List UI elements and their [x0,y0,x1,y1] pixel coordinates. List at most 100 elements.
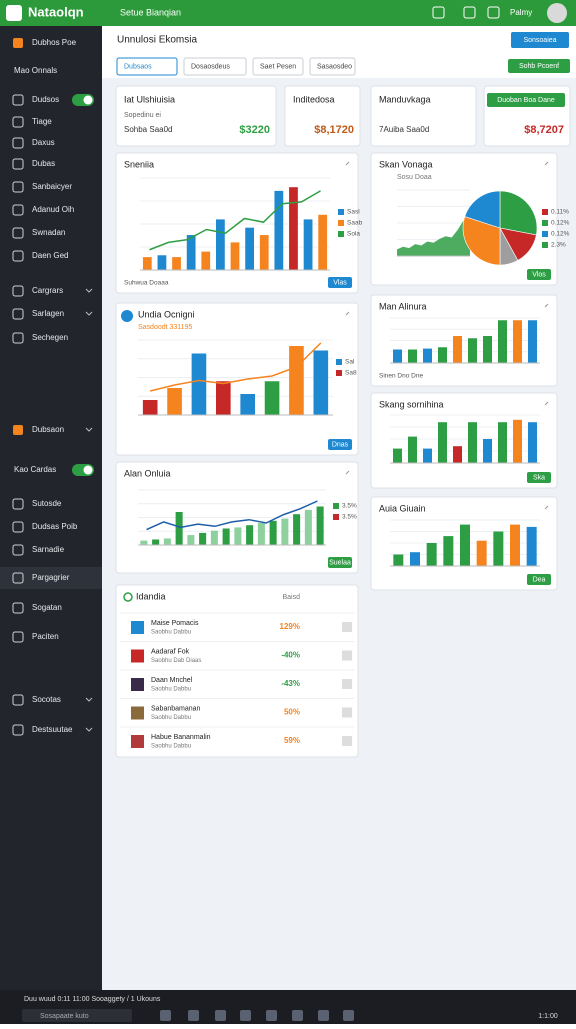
kpi-label: Sopedinu ei [124,112,161,119]
button-label: Ska [533,474,545,481]
top-icon[interactable] [463,6,476,19]
row-action[interactable] [342,622,352,632]
button[interactable] [328,439,352,450]
nav-icon [12,227,24,239]
kpi-sub: 7Auiba Saa0d [379,125,429,134]
bar [216,381,231,415]
nav-icon [12,250,24,262]
legend-swatch [338,209,344,215]
row-action[interactable] [342,650,352,661]
taskbar-app[interactable] [215,1010,226,1021]
kpi-title: Inditedosa [293,94,335,104]
row-action[interactable] [342,736,352,746]
row-percent: -43% [281,679,300,688]
filter[interactable] [183,57,247,76]
bar [199,532,207,545]
bar [498,320,507,363]
widget-menu[interactable] [544,505,549,510]
clock: 1:1:00 [538,1013,558,1020]
button[interactable] [527,574,551,585]
toggle-knob [83,95,93,105]
sidebar [0,26,102,990]
bar [316,506,324,545]
chevron [85,727,93,732]
nav-item: Dubsaon [32,425,64,434]
bar [498,422,507,463]
nav-icon [12,158,24,170]
bar [257,523,265,545]
filter[interactable] [309,57,356,76]
row-sub: Saobhu Dabbu [151,744,191,750]
row-icon [131,706,144,720]
bar [513,320,522,363]
button[interactable] [511,32,569,48]
legend-swatch [542,231,548,237]
nav-icon [12,116,24,128]
nav-item: Kao Cardas [14,465,56,474]
bar [216,219,225,270]
bar [281,518,289,545]
row-action[interactable] [342,707,352,718]
legend-label: 2.3% [551,242,566,249]
legend-label: Sal [345,359,355,366]
top-icon[interactable] [487,6,500,19]
widget-menu[interactable] [544,161,549,166]
row-name: Habue Bananmalin [151,734,211,741]
top-icon[interactable] [432,6,445,19]
filter[interactable] [252,57,304,76]
widget-menu[interactable] [345,311,350,316]
legend-label: Sa8 [345,370,357,377]
taskbar-app[interactable] [343,1010,354,1021]
widget-menu[interactable] [345,161,350,166]
chevron [85,697,93,702]
widget-menu[interactable] [544,303,549,308]
button[interactable] [508,59,570,73]
bar [393,448,402,463]
widget-title: Man Alinura [379,301,427,311]
taskbar-app[interactable] [266,1010,277,1021]
taskbar-app[interactable] [292,1010,303,1021]
nav-item: Adanud Oih [32,205,74,214]
avatar[interactable] [547,3,567,23]
search-box[interactable] [22,1009,132,1022]
button[interactable] [527,472,551,483]
bar [528,422,537,463]
row-name: Daan Mnchel [151,677,193,684]
kpi-button[interactable] [487,93,565,107]
button[interactable] [527,269,551,280]
bar [483,336,492,363]
button-label: Suelaa [329,559,351,566]
taskbar-app[interactable] [188,1010,199,1021]
brand: Nataolqn [28,4,84,19]
legend-swatch [542,209,548,215]
bar [438,422,447,463]
filter-label: Dubsaos [124,63,152,70]
area [397,209,470,256]
widget-footer: Suhwua Doaaa [124,280,169,287]
widget-subtitle: Sosu Doaa [397,174,432,181]
taskbar-app[interactable] [318,1010,329,1021]
taskbar-app[interactable] [160,1010,171,1021]
filter[interactable] [116,57,178,76]
legend-swatch [542,242,548,248]
taskbar-app[interactable] [240,1010,251,1021]
pie-slice [462,216,501,266]
widget-title: Skan Vonaga [379,159,433,169]
row-name: Maise Pomacis [151,620,199,627]
toggle-knob [83,465,93,475]
chevron [85,427,93,432]
row-action[interactable] [342,679,352,689]
bar [393,349,402,363]
widget-menu[interactable] [544,401,549,406]
row-icon [131,735,144,748]
table-icon [123,592,133,602]
button[interactable] [328,557,352,568]
row-icon [131,678,144,691]
nav-item: Sechegen [32,333,68,342]
button[interactable] [328,277,352,288]
table-title: Idandia [136,591,166,601]
bar [513,419,522,463]
widget-menu[interactable] [345,470,350,475]
bar [157,255,167,270]
